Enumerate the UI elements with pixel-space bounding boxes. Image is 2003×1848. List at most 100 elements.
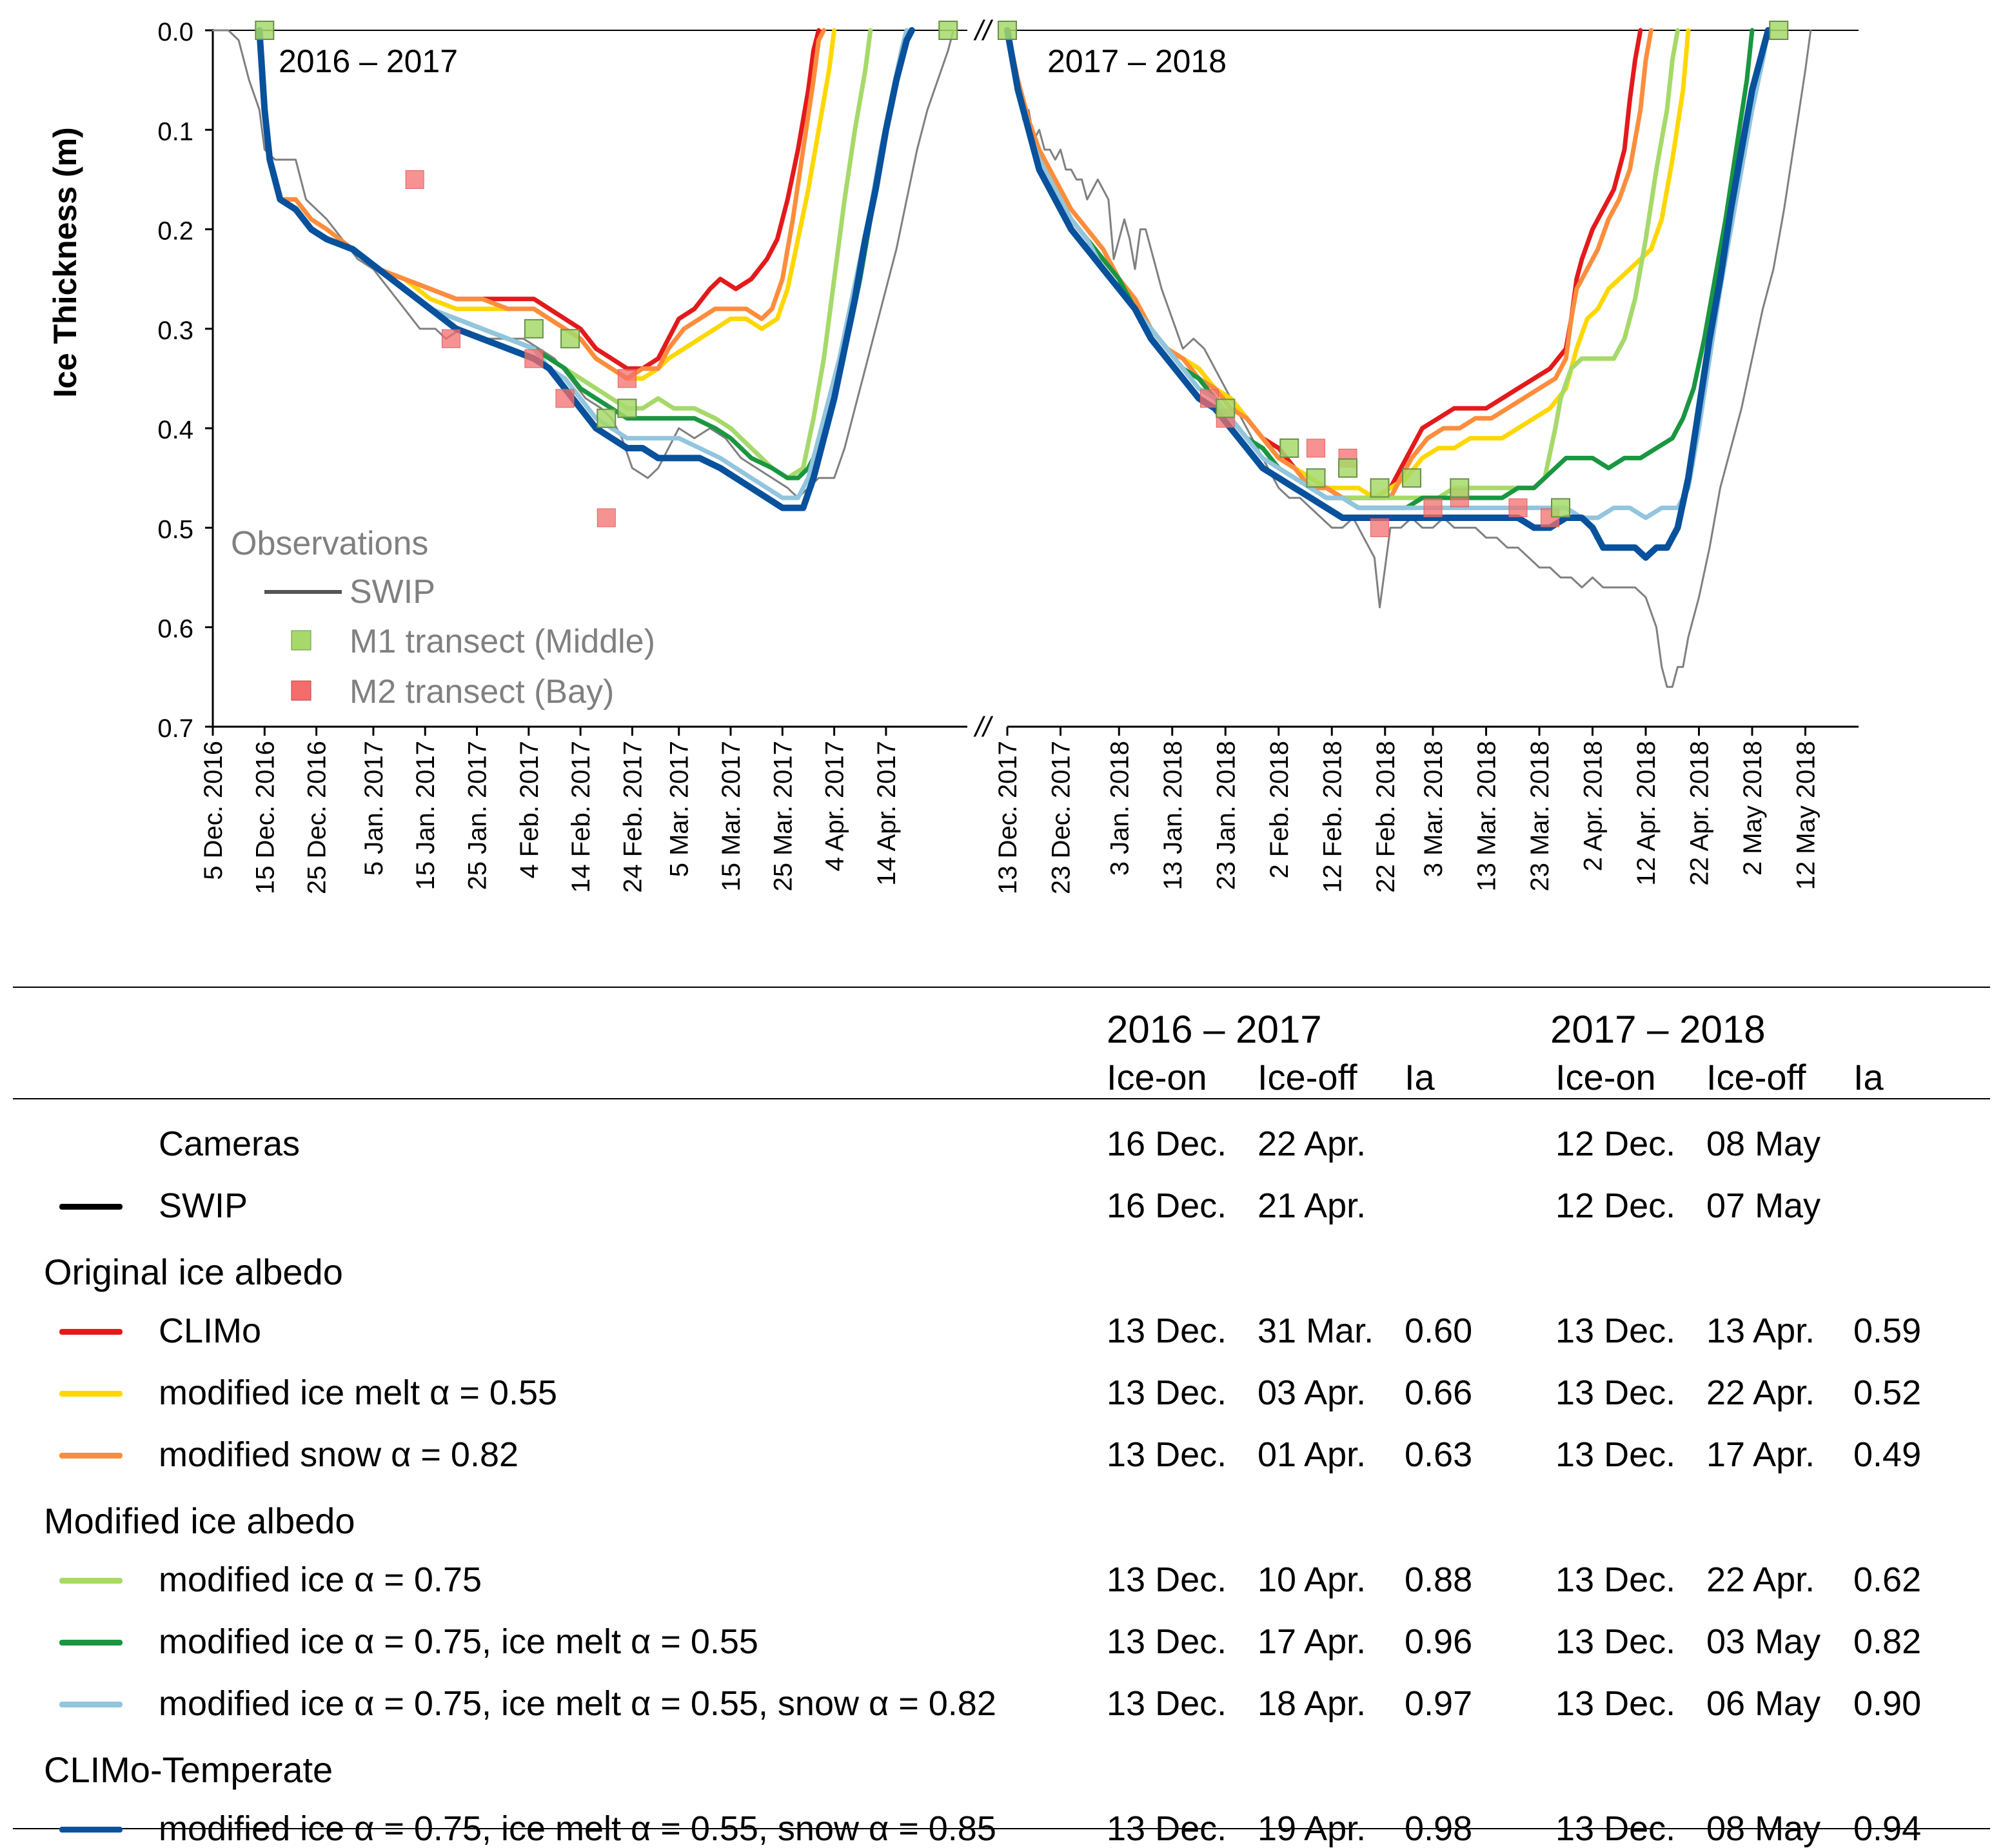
x-tick-label: 2 May 2018 (1739, 741, 1767, 876)
x-tick-label: 22 Feb. 2018 (1372, 741, 1400, 893)
table-cell: 31 Mar. (1258, 1312, 1374, 1350)
table-cell: 17 Apr. (1706, 1435, 1815, 1474)
legend-swatch (59, 1702, 123, 1707)
m1-marker (1279, 438, 1299, 458)
table-cell: 0.97 (1405, 1684, 1473, 1723)
table-cell: 13 Dec. (1107, 1435, 1227, 1474)
x-tick-label: 25 Jan. 2017 (464, 741, 492, 890)
axis-break-top: // (973, 15, 993, 46)
y-tick-label: 0.2 (157, 217, 193, 246)
x-tick-label: 13 Dec. 2017 (994, 741, 1022, 894)
x-tick-label: 4 Apr. 2017 (821, 741, 849, 871)
col-header-ice-off-1: Ice-off (1258, 1057, 1357, 1097)
table-cell: 13 Dec. (1555, 1684, 1676, 1723)
legend-swatch (59, 1329, 123, 1335)
table-cell: 03 May (1706, 1622, 1821, 1661)
table-cell: 16 Dec. (1107, 1186, 1227, 1225)
x-tick-label: 25 Dec. 2016 (303, 741, 331, 894)
table-cell: 13 Dec. (1107, 1622, 1227, 1661)
x-tick-label: 25 Mar. 2017 (769, 741, 797, 892)
x-tick-label: 23 Mar. 2018 (1526, 741, 1554, 892)
table-cell: 17 Apr. (1258, 1622, 1367, 1661)
table-cell: 13 Dec. (1107, 1809, 1227, 1848)
m2-marker (405, 170, 424, 189)
table-cell: 0.60 (1405, 1312, 1473, 1350)
table-cell: 18 Apr. (1258, 1684, 1367, 1723)
table-cell: 19 Apr. (1258, 1809, 1367, 1848)
season-header-2017-2018: 2017 – 2018 (1550, 1008, 1766, 1051)
x-tick-label: 15 Dec. 2016 (251, 741, 279, 894)
table-cell: 0.59 (1853, 1312, 1922, 1350)
season-header-2016-2017: 2016 – 2017 (1107, 1008, 1322, 1051)
row-label: CLIMo (159, 1312, 262, 1350)
legend-swatch-square (291, 680, 311, 701)
x-tick-label: 5 Mar. 2017 (666, 741, 694, 877)
x-tick-label: 14 Apr. 2017 (873, 741, 901, 886)
x-tick-label: 5 Jan. 2017 (360, 741, 388, 876)
group-title: Original ice albedo (44, 1252, 343, 1292)
table-cell: 08 May (1706, 1809, 1821, 1848)
legend-title: Observations (231, 525, 428, 562)
x-tick-label: 12 May 2018 (1792, 741, 1820, 890)
x-tick-label: 12 Feb. 2018 (1318, 741, 1347, 893)
table-cell: 10 Apr. (1258, 1560, 1367, 1599)
y-tick-label: 0.3 (157, 317, 193, 345)
table-cell: 0.63 (1405, 1435, 1473, 1474)
table-cell: 03 Apr. (1258, 1373, 1367, 1412)
m1-marker (1402, 468, 1421, 488)
table-cell: 12 Dec. (1555, 1125, 1676, 1163)
table-cell: 0.94 (1853, 1809, 1922, 1848)
season-label: 2017 – 2018 (1047, 43, 1227, 79)
axis-break-bottom: // (973, 711, 993, 743)
x-tick-label: 3 Mar. 2018 (1419, 741, 1448, 877)
series-line (257, 28, 837, 381)
x-tick-label: 13 Mar. 2018 (1473, 741, 1501, 892)
legend-swatch-square (291, 630, 311, 651)
table-cell: 22 Apr. (1258, 1125, 1367, 1163)
legend-label: M2 transect (Bay) (350, 673, 614, 711)
m1-marker (1306, 468, 1326, 488)
table-cell: 0.88 (1405, 1560, 1473, 1599)
x-tick-label: 23 Jan. 2018 (1212, 741, 1240, 890)
row-label: modified ice α = 0.75, ice melt α = 0.55… (159, 1684, 996, 1723)
table-cell: 0.82 (1853, 1622, 1922, 1661)
table-header-rule (13, 1098, 1990, 1099)
x-tick-label: 3 Jan. 2018 (1105, 741, 1134, 876)
legend-swatch (59, 1391, 123, 1397)
x-tick-label: 2 Apr. 2018 (1579, 741, 1608, 871)
season-label: 2016 – 2017 (279, 43, 458, 79)
table-cell: 06 May (1706, 1684, 1821, 1723)
table-cell: 0.66 (1405, 1373, 1473, 1412)
table-cell: 13 Dec. (1107, 1560, 1227, 1599)
row-label: SWIP (159, 1186, 248, 1225)
table-cell: 13 Dec. (1555, 1373, 1676, 1412)
ice-thickness-chart: 0.0 0.1 0.2 0.3 0.4 0.5 0.6 0.7 Ice Thickness (m… (47, 15, 1859, 894)
table-cell: 13 Dec. (1555, 1622, 1676, 1661)
table-cell: 13 Dec. (1555, 1809, 1676, 1848)
x-tick-label: 12 Apr. 2018 (1632, 741, 1661, 886)
m2-marker (1508, 498, 1528, 518)
y-tick-label: 0.0 (157, 18, 193, 46)
series-line (256, 27, 915, 511)
m2-marker (1423, 498, 1443, 518)
group-title: CLIMo-Temperate (44, 1749, 333, 1790)
x-tick-label: 4 Feb. 2017 (515, 741, 544, 879)
row-label: modified ice α = 0.75, ice melt α = 0.55 (159, 1622, 758, 1661)
x-tick-label: 23 Dec. 2017 (1047, 741, 1076, 894)
table-cell: 01 Apr. (1258, 1435, 1367, 1474)
col-header-ice-on-1: Ice-on (1107, 1057, 1207, 1097)
m1-marker (560, 329, 580, 349)
m2-marker (524, 349, 544, 368)
table-cell: 13 Dec. (1555, 1560, 1676, 1599)
legend-label: SWIP (350, 573, 435, 611)
y-tick-label: 0.4 (157, 416, 193, 444)
row-label: Cameras (159, 1125, 301, 1163)
table-bottom-rule (13, 1828, 1990, 1829)
m2-marker (1370, 518, 1389, 537)
legend-swatch (59, 1640, 123, 1646)
x-tick-label: 15 Mar. 2017 (717, 741, 745, 892)
row-label: modified snow α = 0.82 (159, 1435, 519, 1474)
m2-marker (1200, 389, 1219, 408)
m2-marker (441, 329, 460, 348)
table-cell: 0.49 (1853, 1435, 1922, 1474)
